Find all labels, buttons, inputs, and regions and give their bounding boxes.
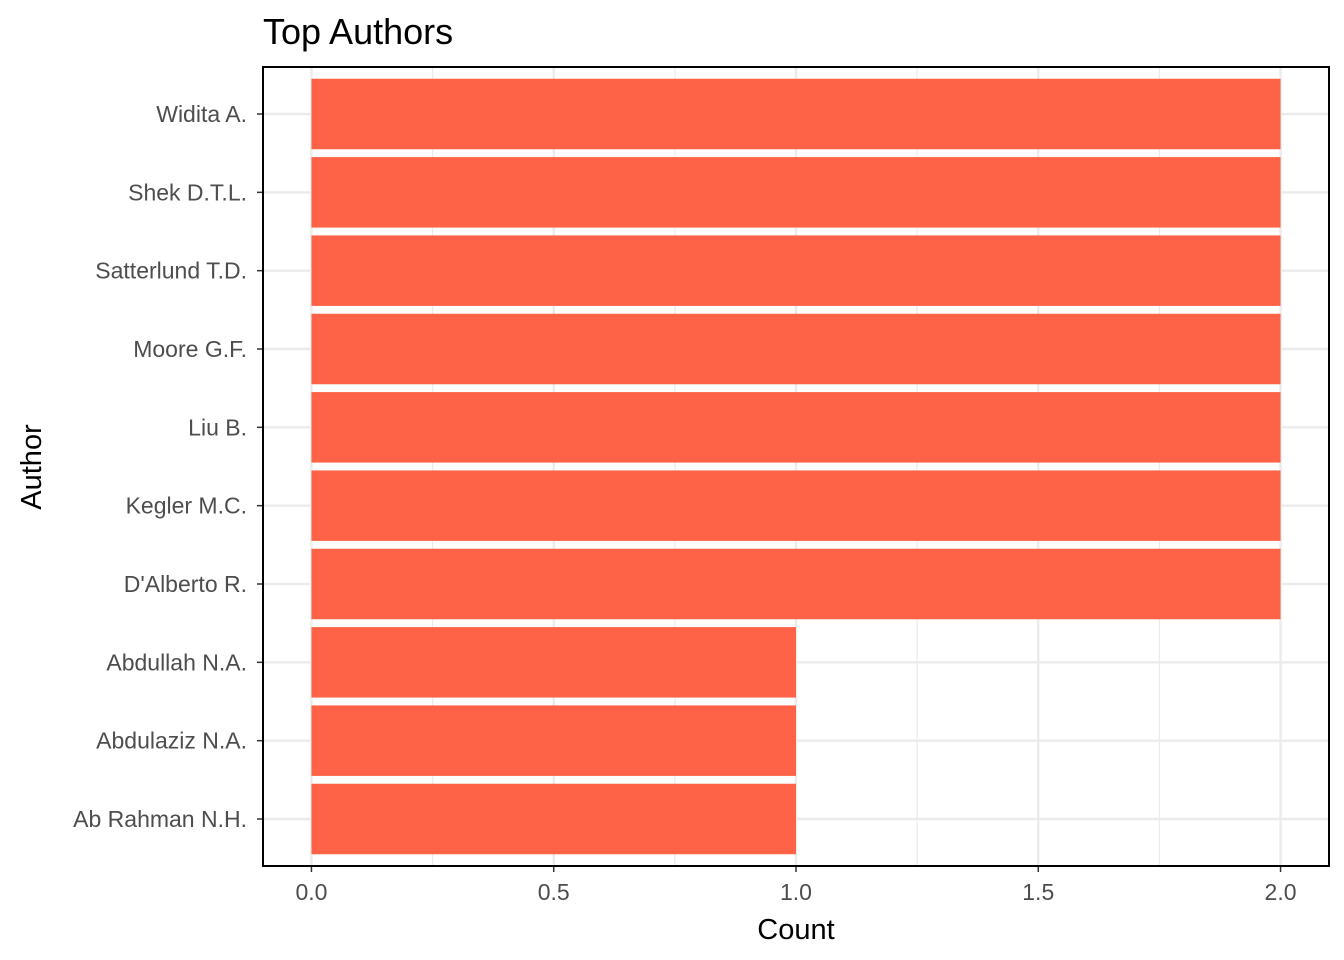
bar — [311, 78, 1281, 150]
x-tick-label: 2.0 — [1265, 879, 1297, 905]
bar — [311, 235, 1281, 306]
x-tick-label: 1.5 — [1022, 879, 1054, 905]
y-tick-labels: Widita A. Shek D.T.L. Satterlund T.D. Moore… — [73, 101, 263, 832]
chart-title: Top Authors — [263, 11, 453, 52]
y-tick-label: Widita A. — [156, 101, 247, 127]
bar — [311, 548, 1281, 620]
x-tick-label: 0.0 — [295, 879, 327, 905]
y-tick-label: D'Alberto R. — [124, 571, 247, 597]
y-tick-label: Abdullah N.A. — [106, 649, 247, 675]
bar — [311, 157, 1281, 228]
y-tick-label: Shek D.T.L. — [128, 179, 247, 205]
y-tick-label: Moore G.F. — [133, 336, 247, 362]
x-tick-label: 0.5 — [538, 879, 570, 905]
y-tick-label: Satterlund T.D. — [95, 258, 247, 284]
bar — [311, 705, 796, 776]
y-tick-label: Abdulaziz N.A. — [96, 728, 247, 754]
bar — [311, 470, 1281, 541]
y-tick-label: Liu B. — [188, 414, 247, 440]
y-axis-title: Author — [16, 424, 48, 510]
bar — [311, 392, 1281, 463]
x-tick-labels: 0.0 0.5 1.0 1.5 2.0 — [295, 866, 1297, 905]
bar — [311, 627, 796, 698]
bar — [311, 313, 1281, 385]
y-tick-label: Ab Rahman N.H. — [73, 806, 247, 832]
x-axis-title: Count — [757, 914, 834, 946]
bar-layer — [311, 78, 1281, 855]
plot-border — [262, 66, 1330, 867]
y-tick-label: Kegler M.C. — [126, 493, 247, 519]
bar — [311, 783, 796, 855]
x-tick-label: 1.0 — [780, 879, 812, 905]
